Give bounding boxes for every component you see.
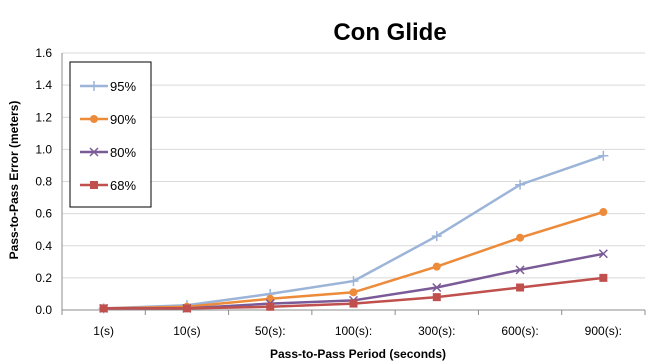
y-tick-label: 0.2 [35, 271, 52, 285]
x-tick-label: 50(s): [255, 324, 286, 338]
data-point-90 [432, 262, 441, 271]
legend-marker-95 [89, 81, 99, 91]
y-tick-label: 0.4 [35, 239, 52, 253]
x-axis-label: Pass-to-Pass Period (seconds) [270, 347, 446, 361]
data-point-90 [349, 288, 358, 297]
data-point-68 [99, 304, 108, 313]
x-tick-label: 600(s): [501, 324, 538, 338]
y-tick-label: 1.4 [35, 78, 52, 92]
legend-label-80: 80% [110, 145, 136, 160]
data-point-80 [515, 265, 525, 275]
legend-marker-90 [90, 115, 98, 123]
data-point-95 [348, 276, 359, 287]
data-point-95 [598, 150, 609, 161]
y-tick-label: 0.0 [35, 303, 52, 317]
data-point-95 [431, 231, 442, 242]
data-point-68 [349, 299, 358, 308]
x-tick-label: 300(s): [418, 324, 455, 338]
y-ticks: 0.0 0.2 0.4 0.6 0.8 1.0 1.2 1.4 1.6 [35, 46, 52, 317]
y-axis-label: Pass-to-Pass Error (meters) [7, 101, 21, 260]
axes [61, 53, 646, 315]
data-point-80 [598, 249, 608, 259]
x-tick-label: 100(s): [335, 324, 372, 338]
y-tick-label: 1.0 [35, 142, 52, 156]
x-tick-label: 10(s) [173, 324, 200, 338]
data-point-95 [515, 179, 526, 190]
legend-label-90: 90% [110, 112, 136, 127]
legend-label-95: 95% [110, 79, 136, 94]
data-point-68 [599, 273, 608, 282]
legend: 95% 90% 80% 68% [69, 61, 152, 208]
data-point-68 [182, 304, 191, 313]
chart-title: Con Glide [333, 19, 446, 46]
y-tick-label: 0.6 [35, 207, 52, 221]
x-tick-label: 1(s) [93, 324, 114, 338]
data-point-68 [432, 293, 441, 302]
data-point-90 [599, 208, 608, 217]
data-point-68 [266, 302, 275, 311]
legend-marker-80 [89, 147, 99, 157]
x-ticks: 1(s) 10(s) 50(s): 100(s): 300(s): 600(s): 900(… [93, 324, 622, 338]
data-point-90 [516, 233, 525, 242]
series-group [98, 150, 609, 314]
legend-marker-68 [90, 181, 98, 189]
y-tick-label: 0.8 [35, 175, 52, 189]
data-point-80 [432, 282, 442, 293]
legend-label-68: 68% [110, 178, 136, 193]
data-point-68 [516, 283, 525, 292]
gridlines [62, 52, 645, 311]
x-tick-label: 900(s): [585, 324, 622, 338]
y-tick-label: 1.2 [35, 110, 52, 124]
y-tick-label: 1.6 [35, 46, 52, 60]
